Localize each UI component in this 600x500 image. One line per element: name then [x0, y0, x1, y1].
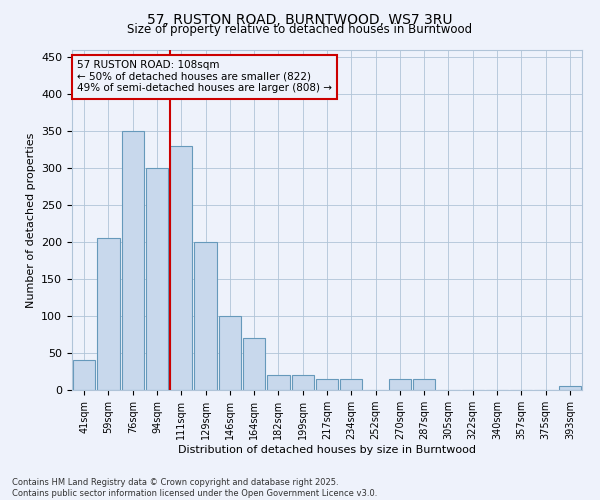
Text: Size of property relative to detached houses in Burntwood: Size of property relative to detached ho… [127, 22, 473, 36]
Bar [73, 360, 95, 390]
Bar [122, 132, 144, 390]
Bar [218, 316, 241, 390]
Bar [389, 379, 411, 390]
Bar [292, 375, 314, 390]
Bar [559, 386, 581, 390]
Bar [267, 375, 290, 390]
Bar [97, 238, 119, 390]
Bar [340, 379, 362, 390]
Bar [170, 146, 193, 390]
Text: Contains HM Land Registry data © Crown copyright and database right 2025.
Contai: Contains HM Land Registry data © Crown c… [12, 478, 377, 498]
X-axis label: Distribution of detached houses by size in Burntwood: Distribution of detached houses by size … [178, 445, 476, 455]
Text: 57, RUSTON ROAD, BURNTWOOD, WS7 3RU: 57, RUSTON ROAD, BURNTWOOD, WS7 3RU [147, 12, 453, 26]
Y-axis label: Number of detached properties: Number of detached properties [26, 132, 35, 308]
Bar [413, 379, 436, 390]
Bar [243, 338, 265, 390]
Bar [194, 242, 217, 390]
Bar [316, 379, 338, 390]
Bar [146, 168, 168, 390]
Text: 57 RUSTON ROAD: 108sqm
← 50% of detached houses are smaller (822)
49% of semi-de: 57 RUSTON ROAD: 108sqm ← 50% of detached… [77, 60, 332, 94]
